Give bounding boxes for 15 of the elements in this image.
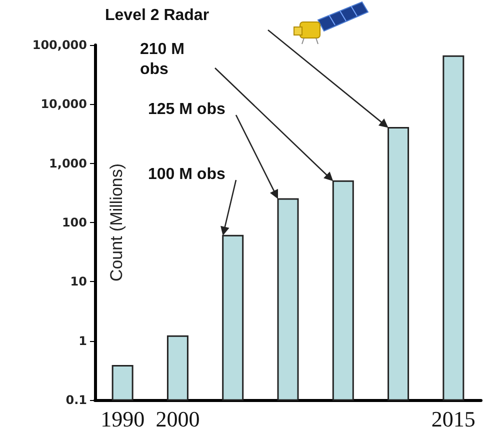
x-tick-label: 1990 <box>100 406 145 432</box>
y-tick-label: 100 <box>62 216 87 230</box>
y-tick-label: 1 <box>78 334 87 348</box>
y-tick-label: 10 <box>70 274 87 289</box>
y-tick-label: 1,000 <box>49 156 87 170</box>
y-tick-label: 0.1 <box>66 393 87 407</box>
x-tick-label: 2015 <box>431 406 476 432</box>
y-tick-label: 100,000 <box>32 38 87 52</box>
y-axis-title: Count (Millions) <box>107 163 126 282</box>
annotation: 210 M obs <box>140 40 186 80</box>
y-tick-label: 10,000 <box>40 97 87 112</box>
x-tick-label: 2000 <box>156 406 200 432</box>
annotation: 100 M obs <box>148 165 226 185</box>
annotation: 125 M obs <box>148 100 226 120</box>
text: Level 2 Radar <box>105 6 210 26</box>
